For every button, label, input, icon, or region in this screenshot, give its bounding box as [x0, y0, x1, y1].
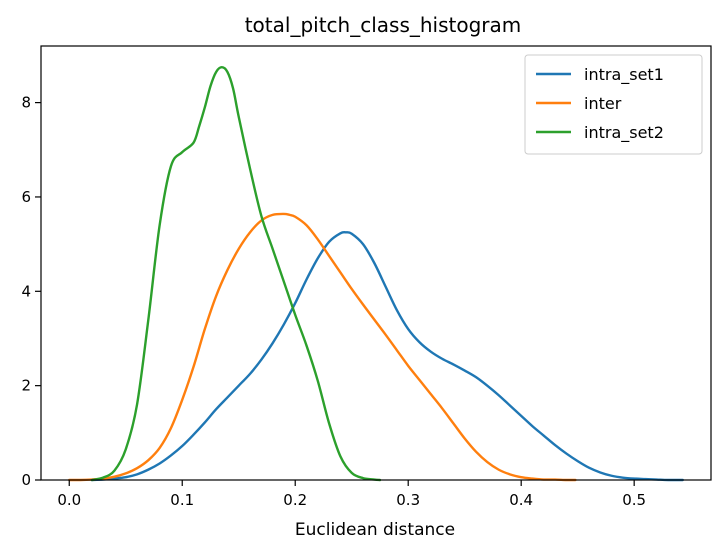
series-line-intra_set2	[90, 66, 382, 482]
x-tick-label: 0.1	[170, 491, 194, 509]
legend-label-intra_set1: intra_set1	[584, 65, 664, 85]
series-line-inter	[68, 212, 577, 482]
x-axis-title: Euclidean distance	[295, 520, 455, 540]
plot-frame	[40, 45, 712, 481]
x-tick-label: 0.3	[396, 491, 420, 509]
legend-label-intra_set2: intra_set2	[584, 123, 664, 143]
x-tick-label: 0.5	[622, 491, 646, 509]
x-tick-label: 0.0	[57, 491, 81, 509]
y-tick-label: 2	[21, 377, 31, 395]
x-axis: 0.0 0.1 0.2 0.3 0.4 0.5	[57, 480, 646, 509]
x-tick-label: 0.4	[509, 491, 533, 509]
legend-label-inter: inter	[584, 94, 622, 113]
legend-box	[524, 54, 703, 155]
x-tick-label: 0.2	[283, 491, 307, 509]
y-tick-label: 4	[21, 282, 31, 300]
y-tick-label: 0	[21, 471, 31, 489]
y-tick-label: 6	[21, 188, 31, 206]
y-axis: 0 2 4 6 8	[21, 94, 41, 489]
plot-lines	[68, 66, 684, 482]
chart-title: total_pitch_class_histogram	[245, 13, 522, 37]
series-line-intra_set1	[90, 230, 684, 482]
y-tick-label: 8	[21, 94, 31, 112]
